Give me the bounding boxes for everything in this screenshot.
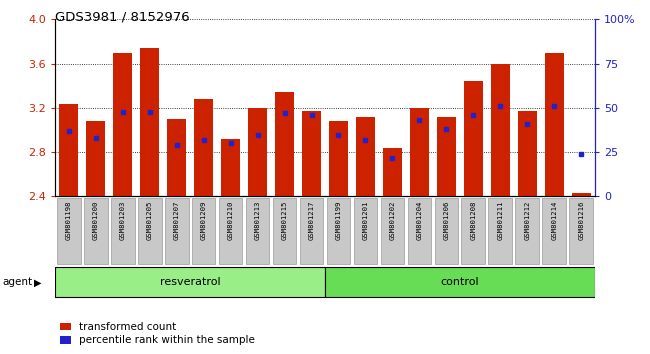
Text: agent: agent xyxy=(2,277,32,287)
Text: GSM801215: GSM801215 xyxy=(281,200,287,240)
FancyBboxPatch shape xyxy=(272,198,296,264)
FancyBboxPatch shape xyxy=(300,198,324,264)
Bar xyxy=(464,81,483,196)
Text: GSM801201: GSM801201 xyxy=(363,200,369,240)
Text: GDS3981 / 8152976: GDS3981 / 8152976 xyxy=(55,11,190,24)
Text: GSM801213: GSM801213 xyxy=(255,200,261,240)
Bar xyxy=(194,99,213,196)
Text: GSM801205: GSM801205 xyxy=(147,200,153,240)
Bar xyxy=(356,117,375,196)
Bar xyxy=(140,48,159,196)
Text: GSM801211: GSM801211 xyxy=(497,200,503,240)
Bar xyxy=(167,119,186,196)
Bar xyxy=(410,108,429,196)
Bar xyxy=(545,53,564,196)
FancyBboxPatch shape xyxy=(218,198,242,264)
FancyBboxPatch shape xyxy=(515,198,540,264)
Text: GSM801206: GSM801206 xyxy=(443,200,449,240)
FancyBboxPatch shape xyxy=(111,198,135,264)
Text: GSM801212: GSM801212 xyxy=(525,200,530,240)
Bar xyxy=(275,92,294,196)
Bar xyxy=(518,111,537,196)
Text: GSM801217: GSM801217 xyxy=(309,200,315,240)
FancyBboxPatch shape xyxy=(55,267,325,297)
FancyBboxPatch shape xyxy=(326,198,350,264)
FancyBboxPatch shape xyxy=(380,198,404,264)
Text: ▶: ▶ xyxy=(34,277,42,287)
Text: GSM801208: GSM801208 xyxy=(471,200,476,240)
Text: GSM801202: GSM801202 xyxy=(389,200,395,240)
FancyBboxPatch shape xyxy=(542,198,566,264)
Text: GSM801198: GSM801198 xyxy=(66,200,72,240)
Text: GSM801209: GSM801209 xyxy=(201,200,207,240)
Text: resveratrol: resveratrol xyxy=(160,277,220,287)
Bar xyxy=(437,117,456,196)
Text: GSM801203: GSM801203 xyxy=(120,200,125,240)
Text: GSM801210: GSM801210 xyxy=(227,200,233,240)
FancyBboxPatch shape xyxy=(246,198,270,264)
Text: GSM801214: GSM801214 xyxy=(551,200,557,240)
Bar xyxy=(113,53,132,196)
Text: GSM801199: GSM801199 xyxy=(335,200,341,240)
Text: control: control xyxy=(441,277,479,287)
FancyBboxPatch shape xyxy=(354,198,378,264)
FancyBboxPatch shape xyxy=(192,198,216,264)
FancyBboxPatch shape xyxy=(434,198,458,264)
FancyBboxPatch shape xyxy=(57,198,81,264)
Legend: transformed count, percentile rank within the sample: transformed count, percentile rank withi… xyxy=(60,322,255,345)
Text: GSM801204: GSM801204 xyxy=(417,200,423,240)
Bar xyxy=(248,108,267,196)
Text: GSM801207: GSM801207 xyxy=(174,200,179,240)
FancyBboxPatch shape xyxy=(569,198,593,264)
Bar xyxy=(383,148,402,196)
Bar xyxy=(302,111,321,196)
FancyBboxPatch shape xyxy=(138,198,162,264)
FancyBboxPatch shape xyxy=(488,198,512,264)
Text: GSM801216: GSM801216 xyxy=(578,200,584,240)
Bar xyxy=(572,193,591,196)
Bar xyxy=(221,139,240,196)
FancyBboxPatch shape xyxy=(84,198,108,264)
FancyBboxPatch shape xyxy=(164,198,188,264)
Text: GSM801200: GSM801200 xyxy=(93,200,99,240)
Bar xyxy=(491,64,510,196)
FancyBboxPatch shape xyxy=(325,267,595,297)
Bar xyxy=(329,121,348,196)
FancyBboxPatch shape xyxy=(408,198,432,264)
Bar xyxy=(59,104,78,196)
FancyBboxPatch shape xyxy=(462,198,486,264)
Bar xyxy=(86,121,105,196)
